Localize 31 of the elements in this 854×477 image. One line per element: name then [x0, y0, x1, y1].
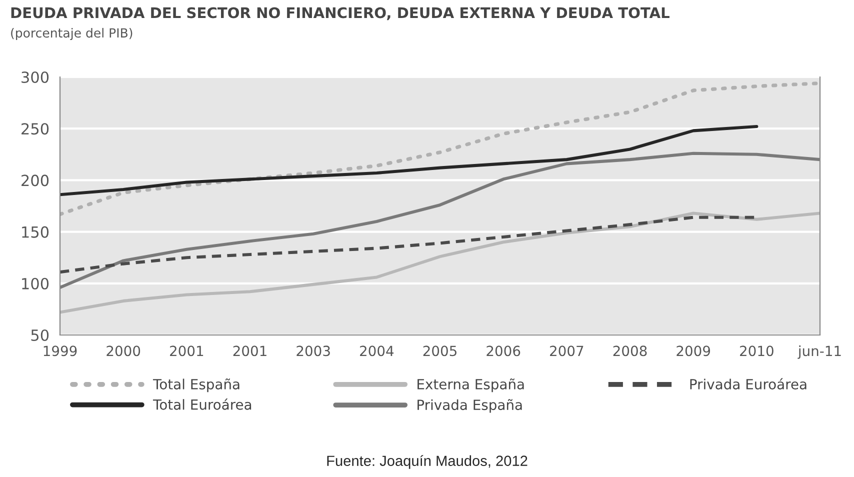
source-note: Fuente: Joaquín Maudos, 2012: [327, 455, 528, 469]
y-tick-label: 50: [31, 329, 49, 342]
x-tick-label: 2008: [613, 346, 647, 356]
y-tick-label: 150: [22, 226, 49, 238]
x-tick-label: 2001: [170, 346, 204, 356]
x-tick-label: 2004: [360, 346, 394, 356]
x-tick-label: 2006: [486, 346, 520, 356]
legend-label: Total Euroárea: [152, 398, 252, 410]
x-tick-label: 2010: [740, 346, 774, 356]
x-tick-label: 2005: [423, 346, 456, 356]
y-tick-label: 250: [22, 123, 49, 135]
y-tick-label: 300: [22, 71, 49, 84]
chart-subtitle: (porcentaje del PIB): [11, 28, 132, 40]
x-tick-label: 2009: [676, 346, 710, 356]
y-tick-label: 200: [22, 174, 49, 186]
legend-label: Externa España: [418, 378, 524, 392]
legend-label: Total España: [152, 378, 240, 392]
x-tick-label: 1999: [44, 346, 77, 356]
y-tick-label: 100: [22, 278, 49, 290]
line-series: [60, 81, 820, 216]
x-tick-label: 2001: [233, 346, 266, 356]
x-tick-label: 2007: [550, 346, 584, 356]
line-series: [60, 125, 758, 196]
chart-title: DEUDA PRIVADA DEL SECTOR NO FINANCIERO, DEUDA EXTERNA Y DEUDA TOTAL: [11, 7, 670, 20]
x-tick-label: jun-11: [798, 345, 841, 359]
x-tick-label: 2003: [296, 346, 330, 356]
line-series: [60, 152, 820, 290]
legend-label: Privada Euroárea: [690, 378, 806, 390]
x-tick-label: 2000: [106, 346, 140, 356]
line-series: [60, 212, 820, 314]
legend-label: Privada España: [418, 399, 522, 413]
